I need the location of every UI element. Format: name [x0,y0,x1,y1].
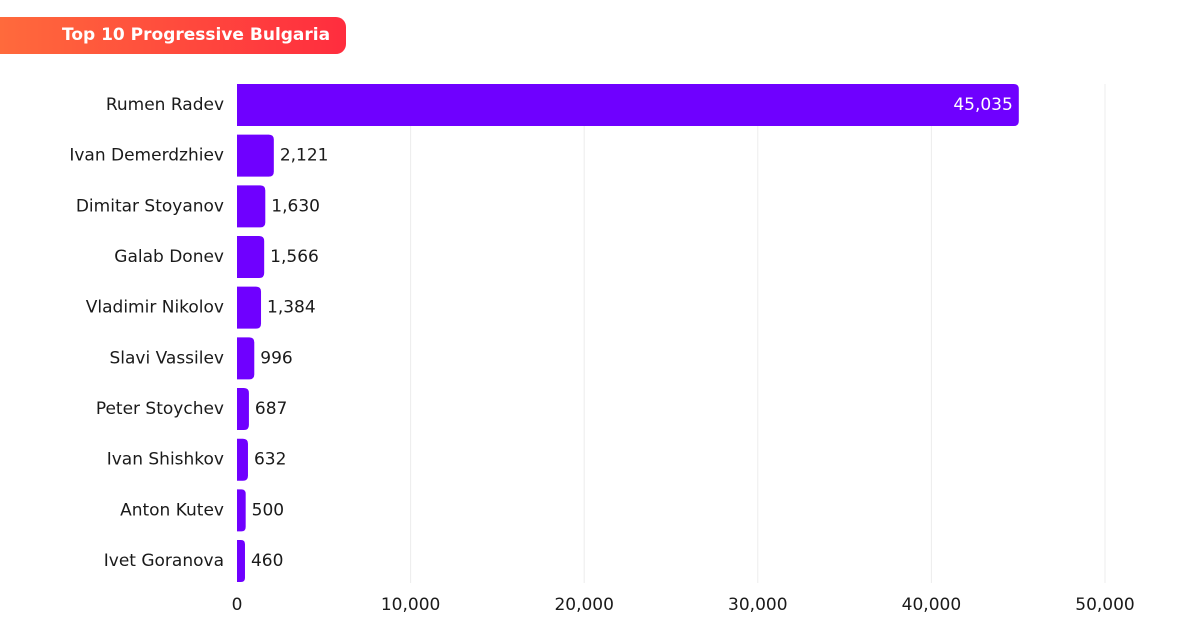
chart-title: Top 10 Progressive Bulgaria [0,17,346,54]
value-label: 500 [252,500,284,520]
bar [237,84,1019,126]
value-label: 996 [260,348,292,368]
value-label: 1,566 [270,247,319,267]
x-tick-label: 10,000 [381,595,440,615]
category-label: Ivet Goranova [104,551,224,571]
value-label: 460 [251,551,283,571]
bar [237,438,248,481]
bar [237,134,274,177]
category-label: Peter Stoychev [96,399,224,419]
value-label: 2,121 [280,146,329,166]
category-label: Slavi Vassilev [109,348,224,368]
bar [237,489,246,532]
x-tick-label: 40,000 [902,595,961,615]
bar [237,185,266,228]
bar [237,388,249,431]
x-tick-label: 30,000 [728,595,787,615]
category-label: Rumen Radev [106,95,224,115]
bar [237,236,265,279]
category-label: Anton Kutev [120,500,224,520]
grid-lines [410,84,1106,583]
value-label: 1,630 [271,196,320,216]
value-label: 1,384 [267,298,316,318]
category-label: Vladimir Nikolov [86,298,224,318]
category-label: Galab Donev [114,247,224,267]
x-tick-label: 0 [232,595,243,615]
bar [237,337,255,380]
category-label: Ivan Demerdzhiev [69,146,224,166]
bar [237,286,262,329]
value-labels: 45,035 2,121 1,630 1,566 1,384 996 687 632 500 46… [251,95,1013,571]
bars [237,84,1019,583]
value-label: 45,035 [953,95,1012,115]
axis-tick-labels: 0 10,000 20,000 30,000 40,000 50,000 [232,595,1135,615]
category-labels: Rumen Radev Ivan Demerdzhiev Dimitar Stoya… [69,95,224,571]
x-tick-label: 20,000 [554,595,613,615]
x-tick-label: 50,000 [1075,595,1134,615]
bar [237,540,245,583]
value-label: 687 [255,399,287,419]
category-label: Dimitar Stoyanov [76,196,224,216]
category-label: Ivan Shishkov [107,450,224,470]
value-label: 632 [254,450,286,470]
